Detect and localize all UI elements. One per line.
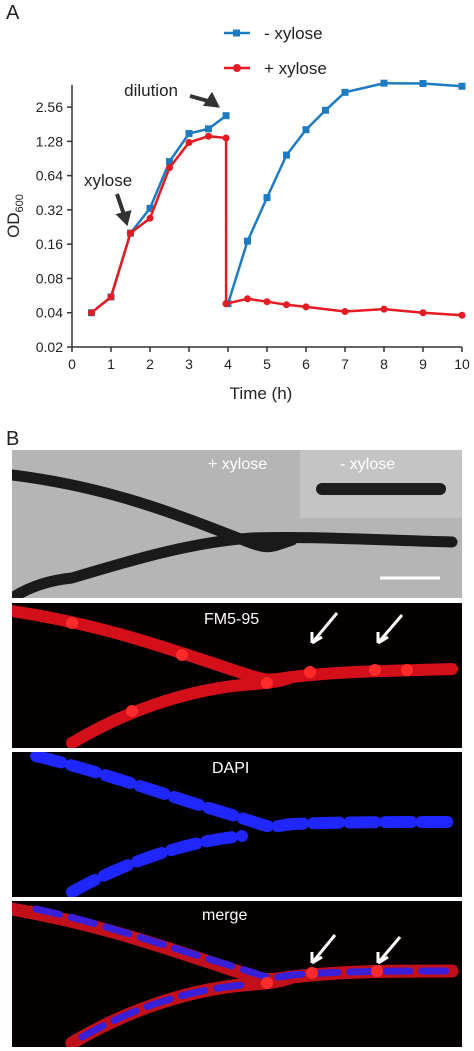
y-tick-label: 0.04: [36, 305, 63, 321]
data-point-circle: [302, 303, 310, 311]
legend-label: + xylose: [264, 59, 327, 78]
data-point-square: [458, 82, 466, 90]
data-point-square: [302, 126, 310, 134]
y-axis-title: OD600: [4, 194, 26, 238]
data-point-circle: [263, 298, 271, 306]
data-point-square: [419, 80, 427, 88]
series-line: [226, 81, 463, 305]
xylose-annotation: xylose: [84, 171, 132, 190]
phase-contrast-panel: + xylose - xylose: [12, 450, 462, 598]
x-tick-label: 3: [185, 356, 193, 372]
x-tick-label: 4: [224, 356, 232, 372]
legend-marker: [233, 29, 240, 37]
y-tick-label: 0.64: [36, 168, 63, 184]
data-point-circle: [88, 309, 95, 317]
dapi-label: DAPI: [212, 760, 250, 777]
data-point-circle: [458, 311, 466, 319]
dapi-panel: DAPI: [12, 752, 462, 897]
x-tick-label: 6: [302, 356, 310, 372]
data-point-circle: [166, 164, 173, 172]
data-point-circle: [146, 214, 154, 222]
series-line: [90, 114, 227, 314]
data-point-square: [205, 125, 212, 133]
plus-xylose-label: + xylose: [208, 456, 268, 473]
data-point-square: [283, 151, 290, 159]
x-tick-label: 8: [380, 356, 388, 372]
data-point-circle: [222, 300, 230, 308]
data-point-square: [341, 88, 349, 96]
legend-label: - xylose: [264, 24, 323, 43]
y-tick-label: 0.02: [36, 339, 63, 355]
x-tick-label: 9: [419, 356, 427, 372]
fm5-95-label: FM5-95: [204, 611, 260, 628]
x-tick-label: 2: [146, 356, 154, 372]
fm5-95-image: [12, 603, 462, 748]
x-tick-label: 5: [263, 356, 271, 372]
data-point-circle: [419, 309, 427, 317]
xylose-arrowhead: [115, 210, 132, 227]
merge-label: merge: [202, 907, 248, 924]
data-point-circle: [205, 132, 212, 140]
panel-b-letter: B: [6, 428, 20, 450]
data-point-square: [146, 204, 154, 212]
fm5-95-panel: FM5-95: [12, 603, 462, 748]
legend-marker: [233, 64, 241, 72]
data-point-square: [244, 237, 251, 245]
merge-image: [12, 901, 462, 1047]
data-point-square: [222, 112, 230, 120]
growth-curve-chart: 0.02 0.04 0.08 0.16 0.32 0.64 1.28 2.56 0 1 2 3 4 5 6 7…: [4, 24, 470, 403]
y-tick-label: 1.28: [36, 133, 63, 149]
data-point-square: [322, 106, 329, 114]
data-point-circle: [222, 134, 230, 142]
data-point-circle: [244, 295, 251, 303]
data-point-circle: [185, 139, 193, 147]
data-point-square: [380, 79, 388, 87]
data-point-circle: [283, 301, 290, 309]
data-point-square: [166, 158, 173, 166]
data-point-circle: [127, 229, 134, 237]
y-tick-label: 2.56: [36, 99, 63, 115]
x-tick-label: 7: [341, 356, 349, 372]
x-tick-label: 10: [454, 356, 470, 372]
dilution-arrowhead: [203, 91, 220, 108]
data-point-circle: [107, 293, 115, 301]
dilution-annotation: dilution: [124, 81, 178, 100]
x-tick-label: 0: [68, 356, 76, 372]
x-axis-title: Time (h): [230, 384, 293, 403]
dapi-image: [12, 752, 462, 897]
merge-panel: merge: [12, 901, 462, 1047]
data-point-square: [263, 194, 271, 202]
data-point-circle: [341, 308, 349, 316]
y-tick-label: 0.16: [36, 236, 63, 252]
x-tick-label: 1: [107, 356, 115, 372]
minus-xylose-inset-label: - xylose: [340, 456, 396, 473]
phase-contrast-image: [12, 450, 462, 598]
y-tick-label: 0.08: [36, 270, 63, 286]
series-line: [90, 134, 228, 314]
data-point-circle: [380, 305, 388, 313]
panel-a-letter: A: [6, 2, 20, 24]
y-tick-label: 0.32: [36, 202, 63, 218]
data-point-square: [185, 130, 193, 138]
